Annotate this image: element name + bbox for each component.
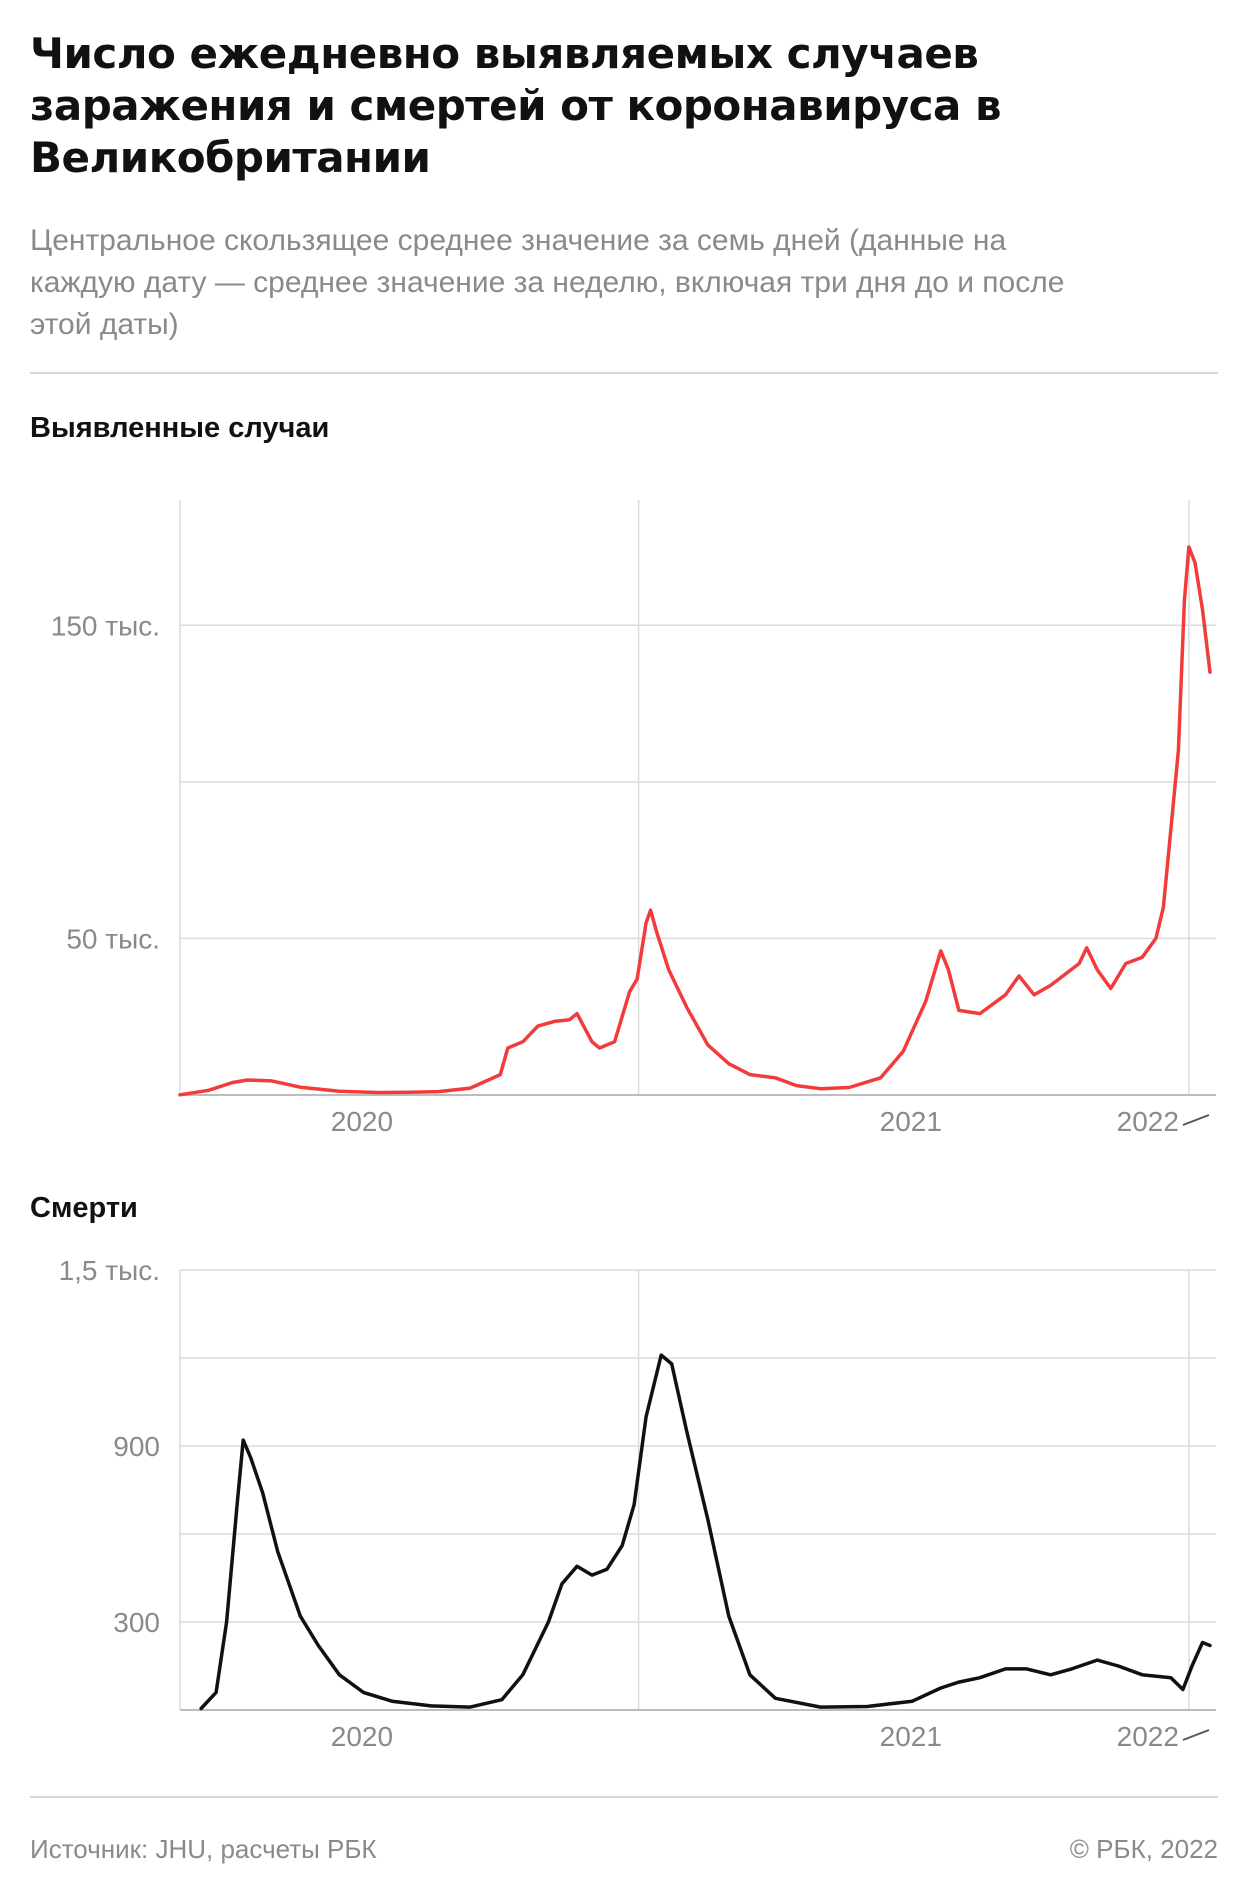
y-tick-label: 1,5 тыс. — [59, 1255, 160, 1286]
deaths-chart: 300 900 1,5 тыс. 2020 2021 2022 — [59, 1255, 1216, 1752]
x-tick-label: 2021 — [880, 1721, 942, 1752]
top-divider — [30, 372, 1218, 374]
cases-chart-title: Выявленные случаи — [30, 412, 330, 444]
source-note: Источник: JHU, расчеты РБК — [30, 1834, 377, 1864]
deaths-chart-title: Смерти — [30, 1192, 138, 1224]
x-tick-pointer — [1182, 1729, 1210, 1741]
series-line — [199, 1353, 1212, 1711]
page-subtitle: Центральное скользящее среднее значение … — [30, 224, 1065, 341]
x-tick-label: 2022 — [1117, 1721, 1179, 1752]
copyright-note: © РБК, 2022 — [1069, 1834, 1218, 1864]
bottom-divider — [30, 1796, 1218, 1798]
series-line — [178, 545, 1212, 1097]
x-tick-label: 2020 — [331, 1106, 393, 1137]
y-tick-label: 150 тыс. — [51, 610, 160, 641]
page-title: Число ежедневно выявляемых случаев зараж… — [30, 29, 1002, 182]
x-tick-label: 2022 — [1117, 1106, 1179, 1137]
x-tick-label: 2021 — [880, 1106, 942, 1137]
x-tick-pointer — [1182, 1114, 1210, 1126]
y-tick-label: 300 — [113, 1607, 160, 1638]
y-tick-label: 900 — [113, 1431, 160, 1462]
x-tick-label: 2020 — [331, 1721, 393, 1752]
cases-chart: 50 тыс. 150 тыс. 2020 2021 2022 — [51, 500, 1216, 1137]
y-tick-label: 50 тыс. — [66, 923, 160, 954]
